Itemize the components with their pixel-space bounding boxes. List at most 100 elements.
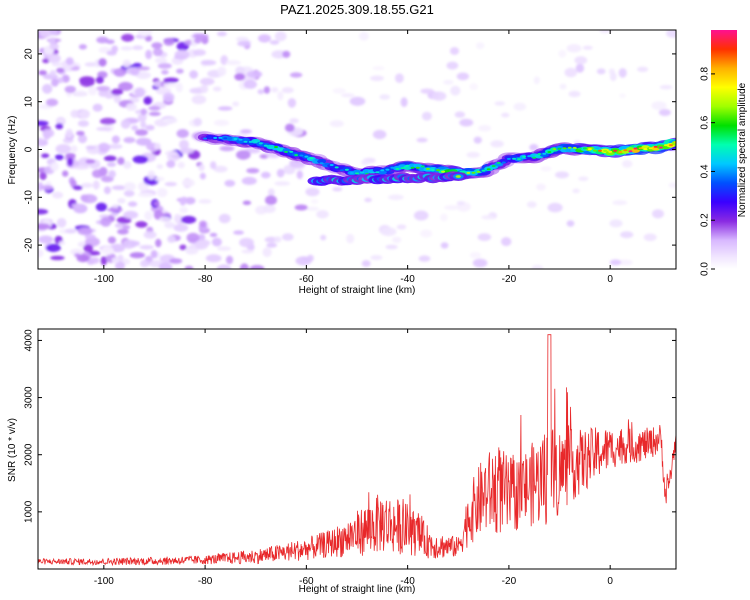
spectrogram-cell	[38, 249, 44, 258]
spectrogram-cell	[123, 182, 136, 191]
spectrogram-cell	[372, 129, 387, 140]
spectrogram-ridge-cell	[517, 158, 521, 161]
spectrogram-cell	[81, 194, 98, 204]
spectrogram-cell	[526, 201, 537, 208]
spectrogram-ridge-cell	[203, 137, 208, 140]
spectrogram-cell	[566, 220, 575, 227]
spectrogram-cell	[83, 244, 94, 252]
x-tick-label: -40	[400, 274, 415, 285]
spectrogram-cell	[77, 120, 89, 127]
spectrogram-cell	[358, 31, 369, 41]
spectrogram-cell	[47, 53, 61, 64]
spectrogram-cell	[179, 139, 189, 150]
spectrogram-cell	[84, 62, 98, 67]
spectrogram-cell	[38, 208, 49, 215]
spectrogram-cell	[501, 112, 510, 118]
spectrogram-cell	[96, 85, 111, 92]
x-tick-label: 0	[607, 576, 613, 587]
spectrogram-ridge-cell	[593, 149, 597, 152]
spectrogram-ridge-cell	[213, 136, 218, 139]
snr-panel: -100 -80 -60 -40 -20 0 1000 2000 3000 4000 Heigh…	[7, 328, 677, 595]
spectrogram-cell	[177, 161, 185, 169]
spectrogram-ridge-cell	[506, 157, 511, 160]
spectrogram-cell	[181, 178, 195, 187]
spectrogram-cell	[158, 262, 173, 269]
spectrogram-ridge-cell	[499, 159, 509, 164]
colorbar-gradient	[711, 30, 737, 269]
spectrogram-cell	[180, 196, 188, 204]
spectrogram-cell	[73, 165, 90, 170]
x-tick-label: -60	[299, 576, 314, 587]
colorbar-tick-label: 0.2	[700, 213, 711, 227]
spectrogram-cell	[85, 159, 96, 164]
spectrogram-cell	[111, 45, 119, 53]
spectrogram-cell	[96, 36, 109, 44]
spectrogram-cell	[262, 247, 272, 258]
spectrogram-cell	[269, 40, 280, 45]
spectrogram-cell	[76, 130, 85, 136]
spectrogram-cell	[659, 85, 673, 90]
spectrogram-cell	[164, 182, 177, 187]
spectrogram-ridge-cell	[527, 155, 532, 158]
colorbar-tick-label: 0.4	[700, 164, 711, 178]
spectrogram-cell	[107, 236, 116, 244]
spectrogram-cell	[609, 219, 623, 228]
spectrogram-ridge-cell	[476, 170, 481, 173]
spectrogram-cell	[179, 244, 187, 251]
spectrogram-cell	[95, 202, 107, 212]
spectrogram-cell	[216, 264, 232, 269]
spectrogram-ridge-cell	[289, 150, 294, 153]
spectrogram-cell	[135, 71, 151, 80]
spectrogram-cell	[266, 242, 278, 248]
spectrogram-cell	[52, 191, 64, 199]
spectrogram-cell	[413, 210, 429, 221]
spectrogram-cell	[38, 70, 47, 76]
spectrogram-cell	[148, 111, 161, 116]
spectrogram-cell	[179, 147, 194, 154]
spectrogram-cell	[558, 49, 567, 58]
x-tick-label: -20	[502, 274, 517, 285]
spectrogram-cell	[370, 255, 383, 261]
spectrogram-cell	[239, 237, 254, 248]
spectrogram-ridge-cell	[223, 137, 228, 140]
spectrogram-cell	[98, 58, 107, 67]
spectrogram-ridge-cell	[663, 144, 668, 147]
spectrogram-ridge-cell	[501, 161, 506, 164]
spectrogram-cell	[143, 96, 152, 105]
spectrogram-cell	[108, 170, 116, 179]
spectrogram-cell	[117, 228, 129, 235]
spectrogram-cell	[547, 202, 563, 213]
spectrogram-cell	[179, 206, 188, 214]
spectrogram-ridge-cell	[608, 150, 613, 153]
spectrogram-cell	[454, 111, 466, 118]
spectrogram-ridge-cell	[522, 155, 527, 158]
spectrogram-cell	[575, 63, 585, 73]
spectrogram-cell	[138, 181, 149, 192]
spectrogram-cell	[341, 93, 355, 98]
spectrogram-cell	[92, 169, 104, 178]
spectrogram-cell	[444, 205, 460, 211]
spectrogram-cell	[213, 165, 228, 173]
spectrogram-cell	[163, 83, 178, 87]
spectrogram-cell	[79, 109, 90, 119]
spectrogram-ridge-cell	[355, 172, 359, 175]
spectrogram-cell	[241, 249, 254, 254]
spectrogram-y-label: Frequency (Hz)	[7, 116, 18, 185]
spectrogram-cell	[513, 102, 527, 111]
spectrogram-cell	[612, 200, 628, 206]
spectrogram-cell	[295, 256, 312, 266]
spectrogram-ridge-cell	[577, 147, 582, 150]
spectrogram-cell	[219, 145, 235, 152]
spectrogram-cell	[174, 49, 190, 60]
spectrogram-cell	[38, 182, 43, 192]
y-tick-label: 3000	[24, 386, 35, 409]
colorbar-ticks: 0.0 0.2 0.4 0.6 0.8	[700, 67, 715, 276]
spectrogram-cell	[65, 128, 74, 139]
spectrogram-cell	[135, 137, 152, 146]
spectrogram-ridge-cell	[441, 170, 446, 173]
y-tick-label: 0	[24, 146, 35, 152]
spectrogram-cell	[431, 91, 447, 101]
spectrogram-cell	[64, 228, 77, 234]
spectrogram-cell	[388, 194, 404, 201]
spectrogram-cell	[194, 37, 202, 44]
